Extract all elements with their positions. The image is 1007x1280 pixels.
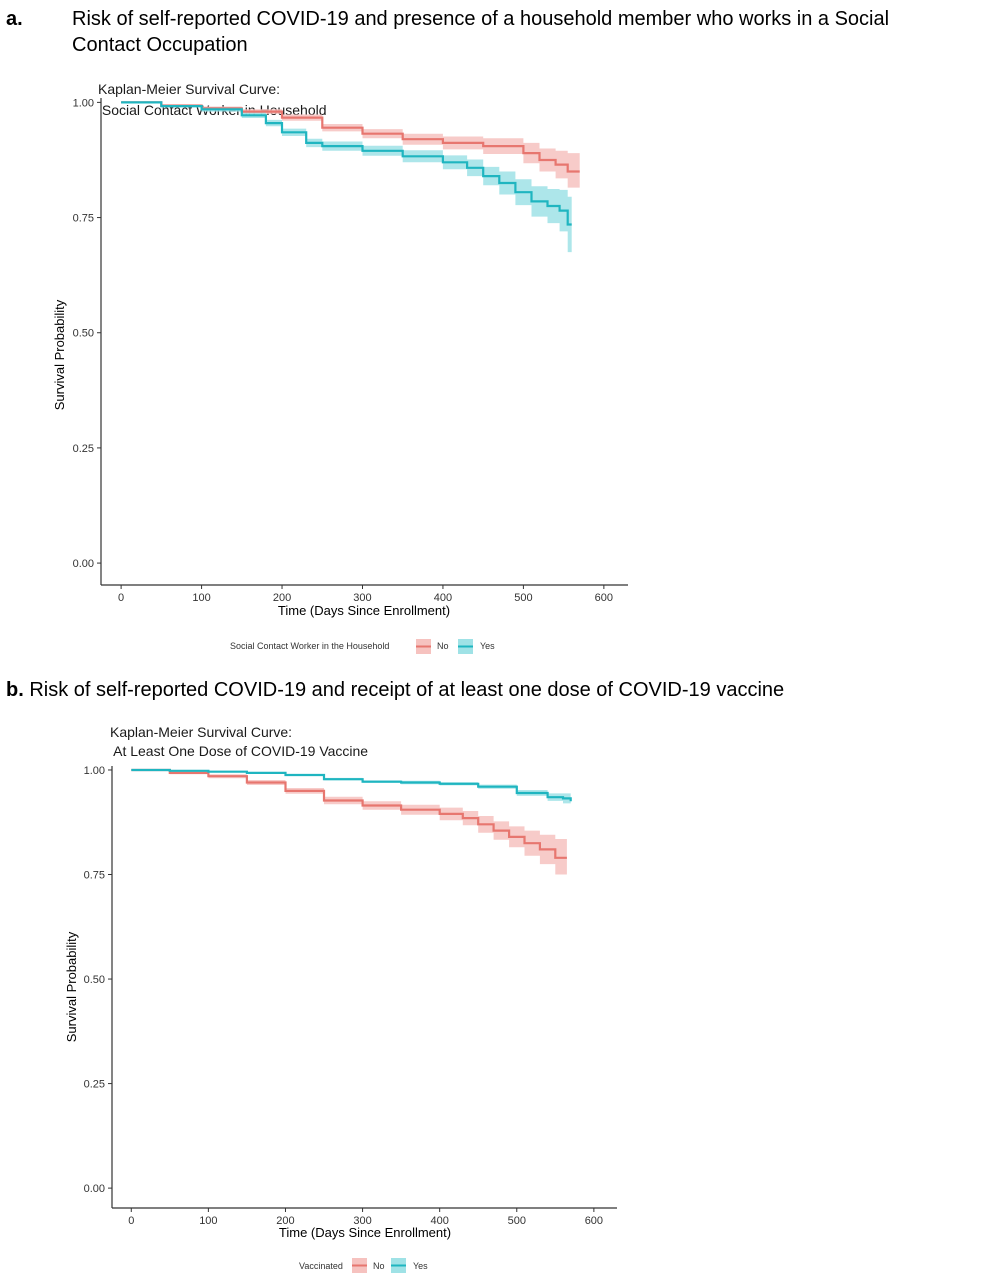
chart-b-ytick-label: 0.75 xyxy=(84,870,105,882)
chart-b-title-line1: Kaplan-Meier Survival Curve: xyxy=(110,724,292,740)
chart-b-legend-label-no: No xyxy=(373,1261,385,1271)
chart-b-line-no xyxy=(131,768,567,859)
chart-b-xtick-label: 600 xyxy=(585,1215,603,1227)
chart-b-ytick-label: 1.00 xyxy=(84,765,105,777)
panel-a-heading-line2: Contact Occupation xyxy=(72,34,248,56)
chart-a-plot: 0.00 0.25 0.50 0.75 1.00 0 100 200 300 400 500 600 xyxy=(73,97,628,604)
chart-a-xtick-label: 100 xyxy=(192,592,210,604)
chart-a-legend-title: Social Contact Worker in the Household xyxy=(230,641,389,651)
panel-a-heading-line1: Risk of self-reported COVID-19 and prese… xyxy=(72,8,890,30)
chart-b-ytick-label: 0.50 xyxy=(84,974,105,986)
chart-b-legend-label-yes: Yes xyxy=(413,1261,428,1271)
chart-b-ylabel: Survival Probability xyxy=(64,931,79,1042)
chart-a-xtick-label: 200 xyxy=(273,592,291,604)
chart-b-line-yes xyxy=(131,768,572,802)
chart-a-line-yes xyxy=(121,101,572,226)
chart-a-legend-label-yes: Yes xyxy=(480,641,495,651)
chart-a-ytick-label: 0.50 xyxy=(73,328,94,340)
chart-b-xtick-label: 200 xyxy=(276,1215,294,1227)
panel-b-letter: b. xyxy=(6,679,24,701)
chart-a-ylabel: Survival Probability xyxy=(52,299,67,410)
chart-a-xtick-label: 0 xyxy=(118,592,124,604)
chart-a-title-line1: Kaplan-Meier Survival Curve: xyxy=(98,81,280,97)
chart-b-title-line2: At Least One Dose of COVID-19 Vaccine xyxy=(110,743,368,759)
panel-a-heading: a. Risk of self-reported COVID-19 and pre… xyxy=(6,6,996,58)
chart-b: Kaplan-Meier Survival Curve: At Least On… xyxy=(64,724,617,1273)
chart-a-ytick-label: 1.00 xyxy=(73,97,94,109)
chart-a: Kaplan-Meier Survival Curve: Social Cont… xyxy=(52,81,628,654)
chart-b-plot: 0.00 0.25 0.50 0.75 1.00 0 100 200 300 400 500 600 xyxy=(84,765,617,1227)
chart-b-ytick-label: 0.25 xyxy=(84,1079,105,1091)
panel-a-letter: a. xyxy=(6,8,23,30)
chart-a-xtick-label: 300 xyxy=(353,592,371,604)
chart-b-legend-title: Vaccinated xyxy=(299,1261,343,1271)
chart-b-xtick-label: 100 xyxy=(199,1215,217,1227)
panel-b-heading: b. Risk of self-reported COVID-19 and re… xyxy=(6,677,784,703)
chart-b-xtick-label: 0 xyxy=(128,1215,134,1227)
chart-a-ytick-label: 0.00 xyxy=(73,558,94,570)
chart-b-band-no xyxy=(131,770,567,875)
chart-b-legend: Vaccinated No Yes xyxy=(299,1258,428,1273)
chart-a-xtick-label: 600 xyxy=(595,592,613,604)
chart-a-legend: Social Contact Worker in the Household N… xyxy=(230,639,495,654)
panel-b-heading-text: Risk of self-reported COVID-19 and recei… xyxy=(29,679,785,701)
chart-a-legend-label-no: No xyxy=(437,641,449,651)
chart-a-ytick-label: 0.25 xyxy=(73,443,94,455)
chart-a-ytick-label: 0.75 xyxy=(73,213,94,225)
chart-b-xtick-label: 500 xyxy=(508,1215,526,1227)
chart-a-xlabel: Time (Days Since Enrollment) xyxy=(278,603,450,618)
chart-b-ytick-label: 0.00 xyxy=(84,1183,105,1195)
chart-b-xlabel: Time (Days Since Enrollment) xyxy=(279,1225,451,1240)
chart-b-xtick-label: 300 xyxy=(353,1215,371,1227)
chart-b-xtick-label: 400 xyxy=(430,1215,448,1227)
chart-a-xtick-label: 400 xyxy=(434,592,452,604)
chart-a-xtick-label: 500 xyxy=(514,592,532,604)
